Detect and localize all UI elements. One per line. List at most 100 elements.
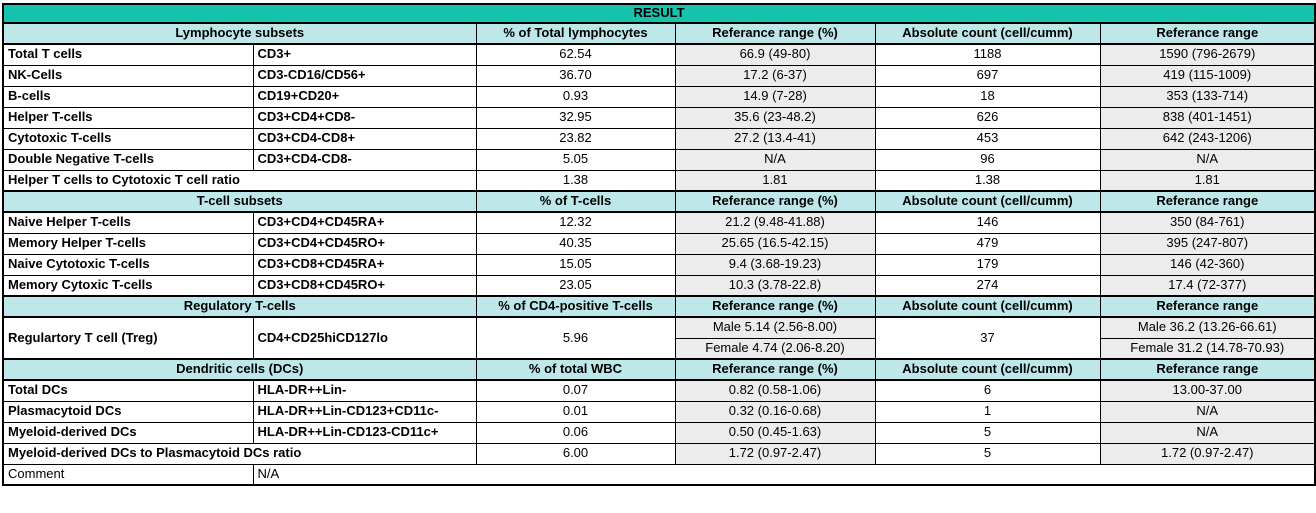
abs-cell: 96	[874, 148, 1101, 171]
ref-pct-cell: 0.50 (0.45-1.63)	[674, 421, 876, 444]
section-header-row-tcell-subsets: T-cell subsets % of T-cells Referance ra…	[2, 190, 1316, 213]
ref-pct-cell: 0.32 (0.16-0.68)	[674, 400, 876, 423]
abs-cell: 479	[874, 232, 1101, 255]
pct-cell: 36.70	[475, 64, 676, 87]
pct-cell: 1.38	[475, 169, 676, 192]
ref-pct-cell: 14.9 (7-28)	[674, 85, 876, 108]
ratio-row: Myeloid-derived DCs to Plasmacytoid DCs …	[2, 442, 1316, 465]
marker-cell: CD3+CD4-CD8+	[252, 127, 477, 150]
marker-cell: CD4+CD25hiCD127lo	[252, 316, 477, 360]
ref-abs-cell: N/A	[1099, 421, 1316, 444]
abs-cell: 179	[874, 253, 1101, 276]
col-header-ref-abs: Referance range	[1099, 358, 1316, 381]
row-name-cell: Naive Helper T-cells	[2, 211, 254, 234]
col-header-pct: % of total WBC	[475, 358, 676, 381]
table-row: Total T cells CD3+ 62.54 66.9 (49-80) 11…	[2, 43, 1316, 66]
abs-cell: 5	[874, 442, 1101, 465]
ratio-name-cell: Myeloid-derived DCs to Plasmacytoid DCs …	[2, 442, 477, 465]
pct-cell: 5.05	[475, 148, 676, 171]
ref-pct-cell: 25.65 (16.5-42.15)	[674, 232, 876, 255]
row-name-cell: Memory Cytoxic T-cells	[2, 274, 254, 297]
row-name-cell: Total DCs	[2, 379, 254, 402]
row-name-cell: B-cells	[2, 85, 254, 108]
ref-abs-male-cell: Male 36.2 (13.26-66.61)	[1099, 316, 1316, 339]
abs-cell: 453	[874, 127, 1101, 150]
abs-cell: 1.38	[874, 169, 1101, 192]
table-row: B-cells CD19+CD20+ 0.93 14.9 (7-28) 18 3…	[2, 85, 1316, 108]
pct-cell: 6.00	[475, 442, 676, 465]
abs-cell: 6	[874, 379, 1101, 402]
ref-abs-cell: 1.81	[1099, 169, 1316, 192]
table-row: Cytotoxic T-cells CD3+CD4-CD8+ 23.82 27.…	[2, 127, 1316, 150]
row-name-cell: Helper T-cells	[2, 106, 254, 129]
pct-cell: 5.96	[475, 316, 676, 360]
abs-cell: 274	[874, 274, 1101, 297]
table-row: Double Negative T-cells CD3+CD4-CD8- 5.0…	[2, 148, 1316, 171]
section-header-row-regulatory-tcells: Regulatory T-cells % of CD4-positive T-c…	[2, 295, 1316, 318]
pct-cell: 0.93	[475, 85, 676, 108]
ref-pct-cell: 17.2 (6-37)	[674, 64, 876, 87]
pct-cell: 40.35	[475, 232, 676, 255]
table-row-treg-female: Female 4.74 (2.06-8.20) Female 31.2 (14.…	[3, 337, 1316, 360]
abs-cell: 1	[874, 400, 1101, 423]
abs-cell: 697	[874, 64, 1101, 87]
comment-label-cell: Comment	[2, 463, 254, 486]
comment-row: Comment N/A	[2, 463, 1316, 486]
ref-abs-cell: 642 (243-1206)	[1099, 127, 1316, 150]
ref-pct-cell: 0.82 (0.58-1.06)	[674, 379, 876, 402]
ref-pct-cell: 35.6 (23-48.2)	[674, 106, 876, 129]
section-title: T-cell subsets	[2, 190, 477, 213]
ref-abs-cell: 146 (42-360)	[1099, 253, 1316, 276]
row-name-cell: Naive Cytotoxic T-cells	[2, 253, 254, 276]
pct-cell: 0.01	[475, 400, 676, 423]
marker-cell: CD3+CD4+CD45RA+	[252, 211, 477, 234]
section-title: Lymphocyte subsets	[2, 22, 477, 45]
ref-pct-female-cell: Female 4.74 (2.06-8.20)	[674, 337, 876, 360]
row-name-cell: Myeloid-derived DCs	[2, 421, 254, 444]
ratio-row: Helper T cells to Cytotoxic T cell ratio…	[2, 169, 1316, 192]
ref-pct-cell: N/A	[674, 148, 876, 171]
ref-abs-female-cell: Female 31.2 (14.78-70.93)	[1099, 337, 1316, 360]
col-header-ref-pct: Referance range (%)	[674, 22, 876, 45]
ref-pct-cell: 66.9 (49-80)	[674, 43, 876, 66]
abs-cell: 18	[874, 85, 1101, 108]
ref-abs-cell: N/A	[1099, 400, 1316, 423]
marker-cell: CD3+CD8+CD45RA+	[252, 253, 477, 276]
section-header-row-lymphocyte-subsets: Lymphocyte subsets % of Total lymphocyte…	[2, 22, 1316, 45]
table-row: Myeloid-derived DCs HLA-DR++Lin-CD123-CD…	[2, 421, 1316, 444]
pct-cell: 62.54	[475, 43, 676, 66]
ref-abs-cell: 353 (133-714)	[1099, 85, 1316, 108]
comment-value-cell: N/A	[252, 463, 1316, 486]
ref-abs-cell: 17.4 (72-377)	[1099, 274, 1316, 297]
table-row: Plasmacytoid DCs HLA-DR++Lin-CD123+CD11c…	[2, 400, 1316, 423]
ratio-name-cell: Helper T cells to Cytotoxic T cell ratio	[2, 169, 477, 192]
pct-cell: 0.07	[475, 379, 676, 402]
ref-pct-cell: 27.2 (13.4-41)	[674, 127, 876, 150]
ref-pct-cell: 1.81	[674, 169, 876, 192]
ref-abs-cell: 419 (115-1009)	[1099, 64, 1316, 87]
marker-cell: HLA-DR++Lin-CD123+CD11c-	[252, 400, 477, 423]
marker-cell: CD3+CD4+CD45RO+	[252, 232, 477, 255]
abs-cell: 37	[874, 316, 1101, 360]
col-header-ref-abs: Referance range	[1099, 295, 1316, 318]
col-header-abs: Absolute count (cell/cumm)	[874, 22, 1101, 45]
abs-cell: 626	[874, 106, 1101, 129]
abs-cell: 146	[874, 211, 1101, 234]
ref-abs-cell: 1590 (796-2679)	[1099, 43, 1316, 66]
ref-pct-cell: 1.72 (0.97-2.47)	[674, 442, 876, 465]
result-title-row: RESULT	[2, 3, 1316, 24]
table-row: Total DCs HLA-DR++Lin- 0.07 0.82 (0.58-1…	[2, 379, 1316, 402]
col-header-pct: % of Total lymphocytes	[475, 22, 676, 45]
col-header-abs: Absolute count (cell/cumm)	[874, 190, 1101, 213]
table-row-treg: Regulartory T cell (Treg) CD4+CD25hiCD12…	[2, 316, 1316, 360]
ref-pct-cell: 9.4 (3.68-19.23)	[674, 253, 876, 276]
table-row: Memory Cytoxic T-cells CD3+CD8+CD45RO+ 2…	[2, 274, 1316, 297]
ref-pct-male-cell: Male 5.14 (2.56-8.00)	[674, 316, 876, 339]
marker-cell: CD3+CD4-CD8-	[252, 148, 477, 171]
section-title: Dendritic cells (DCs)	[2, 358, 477, 381]
pct-cell: 23.82	[475, 127, 676, 150]
pct-cell: 32.95	[475, 106, 676, 129]
pct-cell: 15.05	[475, 253, 676, 276]
col-header-abs: Absolute count (cell/cumm)	[874, 295, 1101, 318]
table-row: NK-Cells CD3-CD16/CD56+ 36.70 17.2 (6-37…	[2, 64, 1316, 87]
